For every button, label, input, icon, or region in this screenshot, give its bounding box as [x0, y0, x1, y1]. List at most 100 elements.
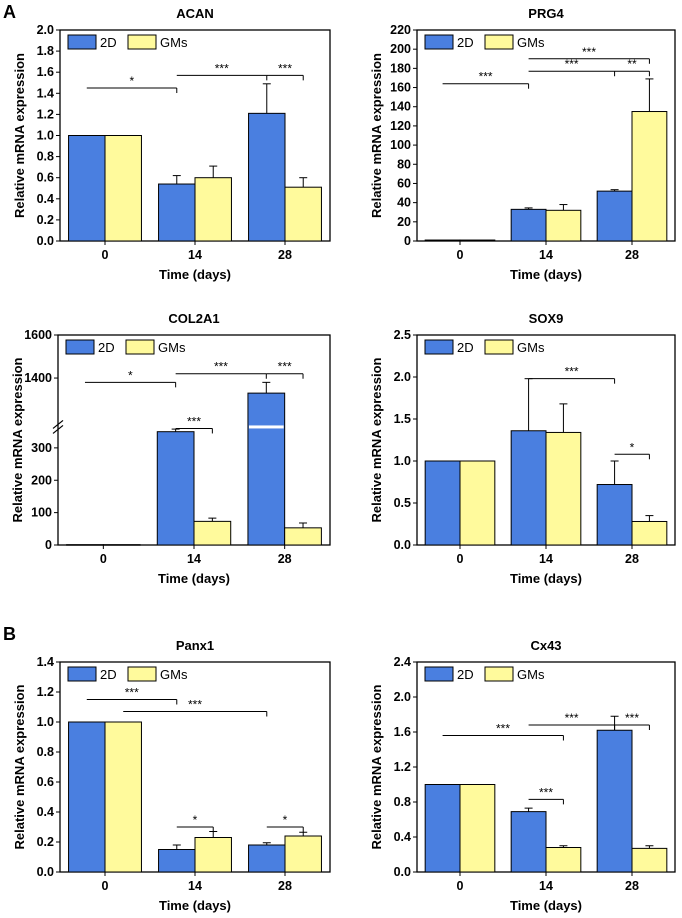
x-tick-label: 14 — [539, 552, 553, 566]
bar-gms-day-0 — [459, 784, 496, 873]
legend-label-gms: GMs — [517, 35, 545, 50]
legend-label-2d: 2D — [98, 340, 115, 355]
chart-sox9: 0.0 0.5 1.0 1.5 2.0 2.5 0 14 28 SOX9 Time (days) Re… — [369, 311, 676, 586]
x-tick-label: 28 — [278, 552, 292, 566]
y-tick-label: 0.6 — [37, 171, 54, 185]
y-tick-label: 2.0 — [394, 690, 411, 704]
chart-title: Cx43 — [530, 638, 561, 653]
x-axis-label: Time (days) — [158, 571, 230, 586]
chart-prg4: 0 20 40 60 80 100 120 140 160 180 200 220 0 14 28 PRG4 T… — [369, 6, 676, 282]
axis-break-mark — [52, 424, 64, 434]
bar-2d-day-28 — [596, 190, 633, 242]
bar-gms-day-28 — [631, 847, 668, 873]
panel-label-a: A — [3, 2, 16, 22]
bar-gms-day-0 — [459, 460, 496, 546]
y-tick-label: 20 — [397, 215, 411, 229]
legend-swatch-2d — [67, 34, 97, 50]
y-tick-label: 1.6 — [37, 65, 54, 79]
x-tick-label: 0 — [457, 879, 464, 893]
legend-swatch-2d — [67, 666, 97, 682]
bar-2d-day-14 — [156, 431, 195, 546]
y-tick-label: 0.6 — [37, 775, 54, 789]
bar-gms-day-14 — [545, 847, 582, 873]
x-axis-label: Time (days) — [510, 571, 582, 586]
bar-gms-day-14 — [545, 431, 582, 546]
bar-2d-day-28 — [596, 729, 633, 873]
legend-label-gms: GMs — [517, 667, 545, 682]
bar-2d-day-0 — [424, 784, 461, 873]
chart-title: PRG4 — [528, 6, 564, 21]
y-tick-label: 0.4 — [394, 830, 411, 844]
bar-2d-day-28 — [247, 392, 286, 546]
significance-label: * — [128, 368, 133, 382]
y-tick-label: 220 — [390, 23, 411, 37]
legend-swatch-2d — [424, 34, 454, 50]
y-tick-label: 2.5 — [394, 328, 411, 342]
x-tick-label: 14 — [188, 879, 202, 893]
y-tick-label: 1.0 — [394, 454, 411, 468]
x-tick-label: 14 — [187, 552, 201, 566]
legend-swatch-2d — [424, 666, 454, 682]
y-tick-label: 200 — [31, 473, 52, 487]
legend-swatch-gms — [127, 34, 157, 50]
y-tick-label: 0.4 — [37, 805, 54, 819]
y-tick-label: 1.0 — [37, 715, 54, 729]
x-tick-label: 0 — [100, 552, 107, 566]
bar-gms-day-14 — [194, 177, 232, 242]
bar-2d-day-0 — [68, 721, 106, 873]
y-tick-label: 0.0 — [394, 865, 411, 879]
bar-gms-day-14 — [193, 520, 232, 546]
x-tick-label: 14 — [188, 248, 202, 262]
legend-swatch-gms — [127, 666, 157, 682]
chart-col2a1: 0 100 200 300 1400 1600 0 14 28 COL2A1 Time (days)… — [10, 311, 331, 586]
significance-label: *** — [539, 785, 553, 799]
y-tick-label: 0 — [404, 234, 411, 248]
significance-label: * — [283, 813, 288, 827]
significance-label: * — [129, 74, 134, 88]
bar-gms-day-0 — [104, 721, 142, 873]
chart-title: COL2A1 — [168, 311, 219, 326]
significance-label: *** — [215, 61, 229, 75]
y-axis-label: Relative mRNA expression — [369, 53, 384, 218]
y-tick-label: 0.8 — [37, 745, 54, 759]
y-tick-label: 140 — [390, 100, 411, 114]
chart-title: ACAN — [176, 6, 214, 21]
y-tick-label: 200 — [390, 42, 411, 56]
bar-gms-day-14 — [194, 837, 232, 873]
y-tick-label: 1.5 — [394, 412, 411, 426]
significance-label: * — [630, 440, 635, 454]
y-tick-label: 0.8 — [37, 150, 54, 164]
chart-panx1: 0.0 0.2 0.4 0.6 0.8 1.0 1.2 1.4 0 14 28 Panx1 Time (… — [12, 638, 331, 913]
legend-swatch-gms — [484, 34, 514, 50]
bar-2d-day-28 — [596, 484, 633, 546]
significance-label: *** — [565, 711, 579, 725]
y-tick-label: 1.2 — [394, 760, 411, 774]
y-tick-label: 60 — [397, 176, 411, 190]
significance-label: *** — [187, 414, 201, 428]
y-tick-label: 1.8 — [37, 44, 54, 58]
bar-gms-day-28 — [631, 111, 668, 242]
legend-label-2d: 2D — [457, 667, 474, 682]
y-axis-label: Relative mRNA expression — [12, 684, 27, 849]
x-tick-label: 28 — [625, 879, 639, 893]
x-tick-label: 28 — [625, 552, 639, 566]
y-axis-label: Relative mRNA expression — [10, 357, 25, 522]
legend-label-gms: GMs — [517, 340, 545, 355]
bar-2d-day-0 — [424, 239, 461, 242]
bar-gms-day-28 — [284, 186, 322, 242]
y-tick-label: 0.0 — [394, 538, 411, 552]
bar-2d-day-28 — [248, 112, 286, 242]
legend-label-2d: 2D — [457, 35, 474, 50]
y-tick-label: 0.2 — [37, 835, 54, 849]
significance-label: *** — [565, 57, 579, 71]
bar-2d-day-0 — [424, 460, 461, 546]
bar-2d-day-0 — [66, 544, 104, 546]
bar-2d-day-0 — [68, 135, 106, 242]
y-tick-label: 180 — [390, 61, 411, 75]
chart-cx43: 0.0 0.4 0.8 1.2 1.6 2.0 2.4 0 14 28 Cx43 Time (days… — [369, 638, 676, 913]
bar-gms-day-0 — [459, 239, 496, 242]
legend-label-2d: 2D — [100, 667, 117, 682]
bar-gms-day-0 — [102, 544, 141, 546]
legend-label-gms: GMs — [158, 340, 186, 355]
